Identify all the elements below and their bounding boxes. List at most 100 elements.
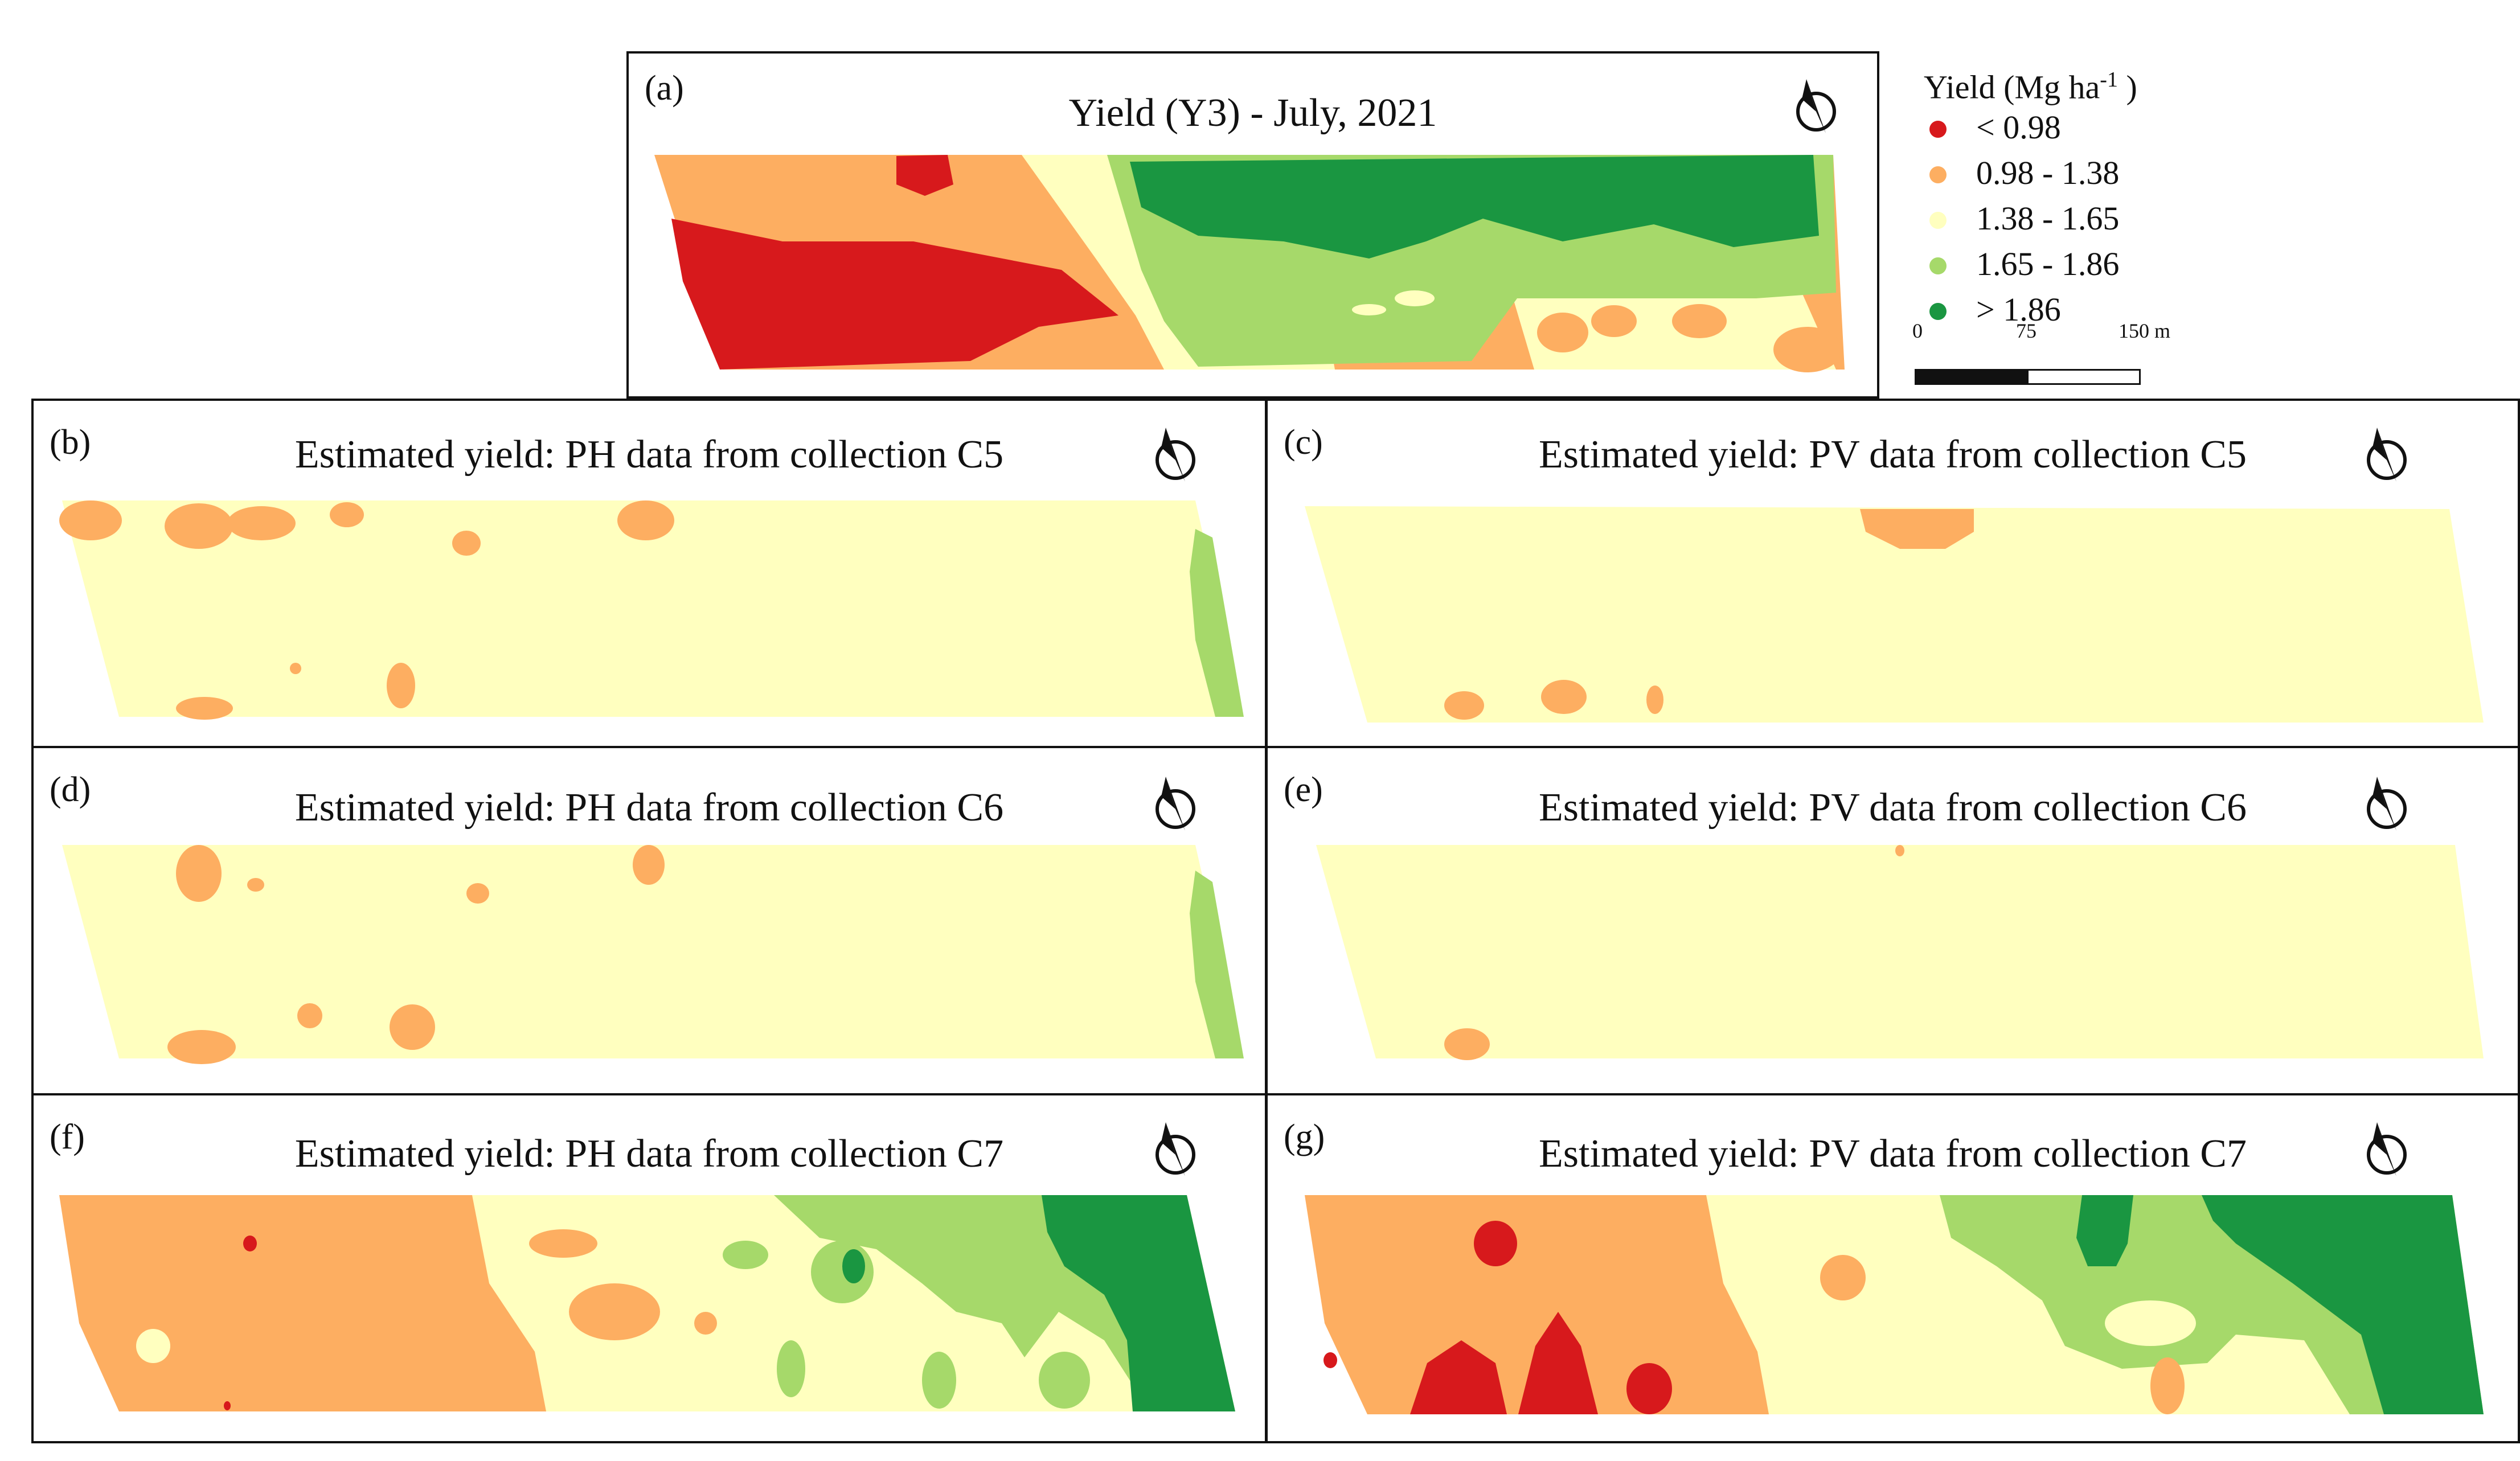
- map-f-spot-8: [529, 1229, 597, 1258]
- map-d-spot-7: [297, 1003, 322, 1028]
- map-g-spot-1: [1474, 1221, 1517, 1266]
- legend-swatch-1: [1929, 121, 1947, 138]
- scale-tick-0: 0: [1912, 319, 1923, 342]
- map-a-spot-1: [1537, 313, 1588, 352]
- map-d-spot-3: [466, 883, 489, 904]
- map-b-spot-9: [290, 663, 301, 674]
- yield-map-c: [1305, 506, 2484, 723]
- map-a-zone-red-top: [896, 155, 953, 196]
- map-f-spot-7: [569, 1283, 660, 1340]
- panel-label-g: (g): [1284, 1118, 1325, 1156]
- map-b-spot-6: [617, 500, 674, 540]
- panel-title-c: Estimated yield: PV data from collection…: [1539, 433, 2247, 477]
- map-g-spot-3: [1323, 1352, 1337, 1368]
- legend-title-exponent: -1: [2100, 68, 2118, 92]
- yield-map-g: [1305, 1195, 2484, 1414]
- north-arrow-icon: [1796, 79, 1836, 133]
- legend-item-4: 1.65 - 1.86: [1924, 245, 2197, 285]
- map-c-spot-3: [1646, 686, 1663, 714]
- map-f-spot-9: [694, 1312, 717, 1335]
- yield-map-f: [59, 1195, 1235, 1411]
- map-e-base: [1316, 845, 2484, 1058]
- legend-label-3: 1.38 - 1.65: [1976, 200, 2120, 237]
- map-f-spot-10: [243, 1236, 257, 1251]
- map-a-spot-4: [1773, 327, 1842, 372]
- panel-label-b: (b): [50, 423, 91, 462]
- map-g-orange-left: [1305, 1195, 1769, 1414]
- map-c-base: [1305, 506, 2484, 723]
- map-g-spot-7: [1817, 1218, 1834, 1235]
- panel-label-c: (c): [1284, 423, 1323, 462]
- map-a-spot-3: [1672, 304, 1727, 338]
- panel-title-f: Estimated yield: PH data from collection…: [294, 1132, 1004, 1176]
- panel-label-e: (e): [1284, 770, 1323, 809]
- legend-title-text: Yield (Mg ha: [1924, 68, 2100, 106]
- yield-map-a: [654, 155, 1845, 372]
- legend: Yield (Mg ha-1 ) < 0.98 0.98 - 1.38 1.38…: [1924, 67, 2208, 397]
- legend-label-2: 0.98 - 1.38: [1976, 154, 2120, 191]
- panel-label-d: (d): [50, 770, 91, 809]
- legend-swatch-2: [1929, 166, 1947, 183]
- panel-c: (c) Estimated yield: PV data from collec…: [1265, 399, 2520, 749]
- panel-title-b: Estimated yield: PH data from collection…: [294, 433, 1004, 477]
- legend-item-2: 0.98 - 1.38: [1924, 154, 2197, 194]
- map-a-spot-2: [1591, 305, 1637, 337]
- map-g-spot-6: [2150, 1357, 2185, 1414]
- scale-bar-white: [2027, 369, 2141, 385]
- panel-e: (e) Estimated yield: PV data from collec…: [1265, 746, 2520, 1096]
- legend-label-1: < 0.98: [1976, 109, 2061, 146]
- panel-b: (b) Estimated yield: PH data from collec…: [31, 399, 1267, 749]
- map-b-spot-4: [330, 502, 364, 527]
- legend-item-5: > 1.86: [1924, 290, 2197, 330]
- map-g-red-peak-2: [1518, 1312, 1598, 1414]
- map-g-spot-2: [1626, 1363, 1672, 1414]
- map-b-spot-8: [176, 697, 233, 720]
- map-g-spot-4: [1820, 1255, 1866, 1300]
- panel-a: (a) Yield (Y3) - July, 2021: [626, 51, 1879, 399]
- map-g-darkgreen-mid: [2076, 1195, 2133, 1266]
- map-a-zone-red: [671, 219, 1118, 370]
- scale-tick-75: 75: [2016, 319, 2037, 342]
- panel-title-g: Estimated yield: PV data from collection…: [1539, 1132, 2247, 1176]
- north-arrow-icon: [1155, 428, 1195, 482]
- map-e-spot-2: [1895, 845, 1904, 856]
- map-b-green-edge: [1190, 529, 1244, 717]
- map-g-spot-5: [2105, 1300, 2196, 1346]
- legend-label-5: > 1.86: [1976, 291, 2061, 328]
- map-g-red-peak-1: [1410, 1340, 1507, 1414]
- map-a-spot-6: [1352, 304, 1386, 315]
- legend-swatch-4: [1929, 257, 1947, 274]
- map-b-spot-7: [387, 663, 415, 708]
- panel-label-a: (a): [645, 69, 684, 108]
- map-c-spot-2: [1541, 680, 1587, 714]
- legend-swatch-3: [1929, 212, 1947, 229]
- map-b-spot-2: [165, 503, 233, 549]
- yield-map-d: [62, 845, 1244, 1064]
- panel-f: (f) Estimated yield: PH data from collec…: [31, 1093, 1267, 1443]
- panel-title-a: Yield (Y3) - July, 2021: [1068, 91, 1437, 135]
- legend-label-4: 1.65 - 1.86: [1976, 245, 2120, 282]
- north-arrow-icon: [2367, 777, 2407, 831]
- map-d-base: [62, 845, 1244, 1058]
- scale-bar-black: [1915, 369, 2029, 385]
- map-g-darkgreen-right: [2202, 1195, 2484, 1414]
- panel-d: (d) Estimated yield: PH data from collec…: [31, 746, 1267, 1096]
- map-f-spot-4: [777, 1340, 805, 1397]
- map-f-spot-6: [1039, 1352, 1090, 1409]
- panel-label-f: (f): [50, 1118, 85, 1156]
- map-f-orange-left: [59, 1195, 546, 1411]
- map-d-spot-2: [247, 878, 264, 892]
- map-c-spot-1: [1444, 691, 1484, 720]
- map-d-green-edge: [1190, 871, 1244, 1058]
- scale-bar: 0 75 150 m: [1902, 319, 2170, 387]
- map-f-spot-11: [136, 1329, 170, 1363]
- panel-title-d: Estimated yield: PH data from collection…: [294, 786, 1004, 830]
- map-b-spot-1: [59, 500, 122, 540]
- panel-g: (g) Estimated yield: PV data from collec…: [1265, 1093, 2520, 1443]
- north-arrow-icon: [2367, 428, 2407, 482]
- north-arrow-icon: [1155, 1122, 1195, 1176]
- panel-title-e: Estimated yield: PV data from collection…: [1539, 786, 2247, 830]
- north-arrow-icon: [1155, 777, 1195, 831]
- map-b-spot-5: [452, 531, 481, 556]
- legend-item-1: < 0.98: [1924, 108, 2197, 148]
